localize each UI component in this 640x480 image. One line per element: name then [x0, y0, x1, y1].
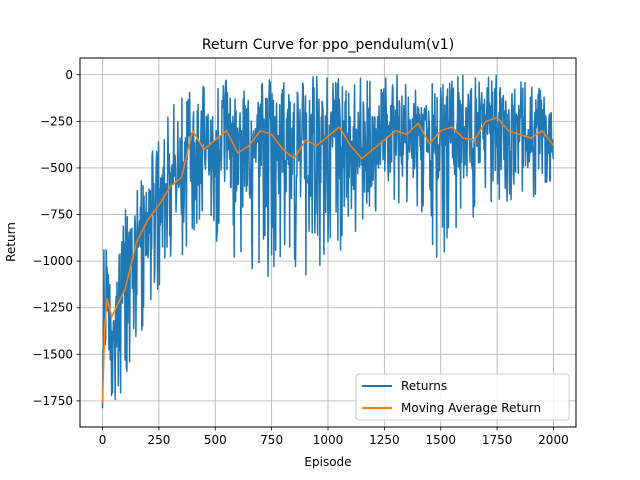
x-axis-label: Episode: [304, 455, 351, 469]
legend-label-returns: Returns: [401, 379, 447, 393]
x-tick-label: 1750: [482, 433, 513, 447]
y-tick-label: −1000: [32, 254, 73, 268]
returns-series-line: [101, 74, 555, 409]
x-tick-label: 1500: [425, 433, 456, 447]
legend-label-moving-average: Moving Average Return: [401, 401, 541, 415]
chart-title: Return Curve for ppo_pendulum(v1): [202, 37, 454, 53]
y-tick-label: −1250: [32, 301, 73, 315]
x-tick-label: 1250: [369, 433, 400, 447]
y-tick-label: −1500: [32, 347, 73, 361]
legend: Returns Moving Average Return: [355, 373, 570, 421]
y-axis-ticks: 0 −250 −500 −750 −1000 −1250 −1500 −1750: [32, 68, 80, 408]
legend-box: [355, 373, 570, 421]
y-tick-label: 0: [65, 68, 73, 82]
x-tick-label: 1000: [313, 433, 344, 447]
x-tick-label: 0: [99, 433, 107, 447]
x-tick-label: 2000: [538, 433, 569, 447]
x-tick-label: 250: [147, 433, 170, 447]
y-tick-label: −250: [40, 114, 73, 128]
x-tick-label: 750: [260, 433, 283, 447]
y-tick-label: −1750: [32, 394, 73, 408]
y-tick-label: −750: [40, 208, 73, 222]
x-axis-ticks: 0 250 500 750 1000 1250 1500 1750 2000: [99, 427, 569, 447]
y-tick-label: −500: [40, 161, 73, 175]
data-series: [101, 74, 555, 409]
y-axis-label: Return: [4, 222, 18, 262]
moving-average-series-line: [101, 116, 555, 403]
x-tick-label: 500: [204, 433, 227, 447]
